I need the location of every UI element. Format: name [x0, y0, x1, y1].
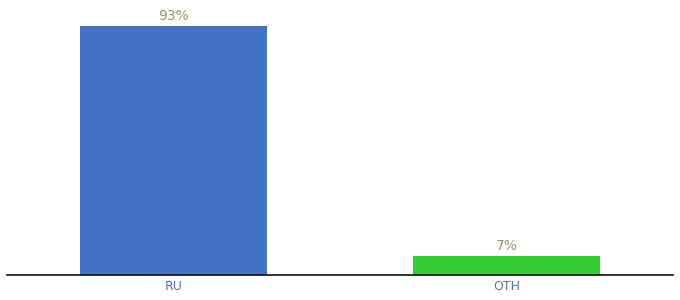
Bar — [413, 256, 600, 275]
Bar — [80, 26, 267, 275]
Text: 7%: 7% — [496, 239, 517, 253]
Text: 93%: 93% — [158, 9, 189, 23]
